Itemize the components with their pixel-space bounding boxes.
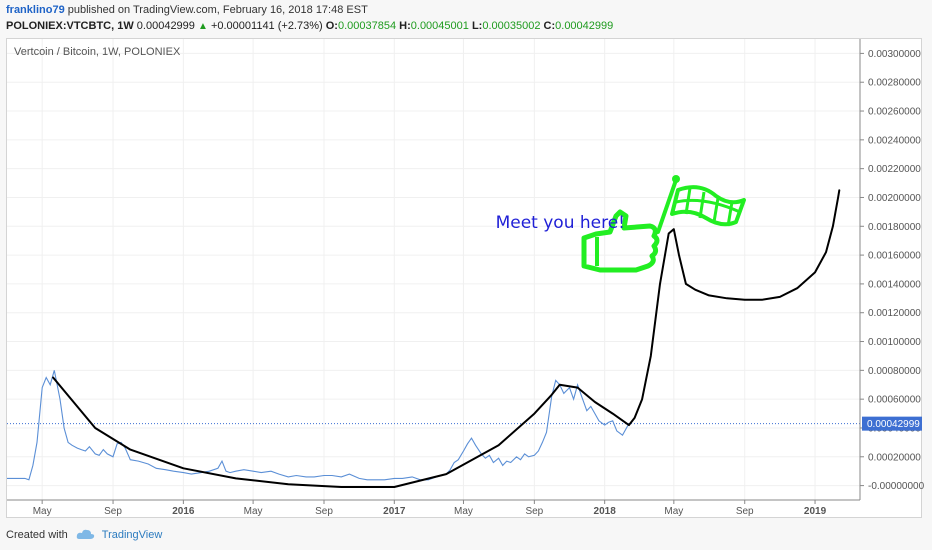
y-tick-label: 0.00260000 [868, 107, 921, 118]
flag-pole [656, 178, 678, 234]
x-tick-label: May [454, 506, 473, 517]
last-value: 0.00042999 [136, 20, 195, 32]
up-arrow-icon: ▲ [197, 21, 208, 32]
published-text: published on TradingView.com, February 1… [67, 4, 368, 16]
open-label: O: [325, 20, 338, 32]
y-tick-label: 0.00140000 [868, 279, 921, 290]
tradingview-logo-text[interactable]: TradingView [101, 529, 163, 541]
y-tick-label: 0.00020000 [868, 452, 921, 463]
low-label: L: [471, 20, 483, 32]
y-tick-label: -0.00000000 [868, 481, 925, 492]
last-price-badge [862, 416, 922, 431]
x-tick-label: 2019 [804, 506, 827, 517]
y-axis: 0.00300000 0.00280000 0.00260000 0.00240000… [859, 39, 925, 500]
chart-title: Vertcoin / Bitcoin, 1W, POLONIEX [14, 46, 181, 58]
x-tick-label: 2018 [594, 506, 617, 517]
close-value: 0.00042999 [555, 20, 614, 32]
y-tick-label: 0.00220000 [868, 164, 921, 175]
publish-info: franklino79 published on TradingView.com… [6, 4, 368, 16]
flag-cloth [670, 185, 746, 227]
flag-checker-lines [675, 187, 741, 227]
y-tick-label: 0.00060000 [868, 395, 921, 406]
x-tick-label: Sep [525, 506, 543, 517]
y-tick-label: 0.00180000 [868, 222, 921, 233]
thumbs-up-drawing [581, 209, 660, 273]
flag-pole-tip [672, 175, 680, 183]
y-tick-label: 0.00120000 [868, 308, 921, 319]
x-tick-label: 2016 [172, 506, 195, 517]
high-label: H: [399, 20, 411, 32]
x-axis: May Sep 2016 May Sep 2017 May Sep 2018 May Sep 2019 [7, 499, 860, 517]
x-tick-label: May [244, 506, 263, 517]
y-tick-label: 0.00100000 [868, 337, 921, 348]
x-tick-label: Sep [315, 506, 333, 517]
high-value: 0.00045001 [410, 20, 469, 32]
drawings-layer [52, 175, 841, 488]
x-tick-label: Sep [736, 506, 754, 517]
x-tick-label: May [33, 506, 52, 517]
created-with-text: Created with [6, 529, 68, 541]
y-tick-label: 0.00300000 [868, 49, 921, 60]
price-series-line [7, 370, 630, 481]
change-value: +0.00001141 (+2.73%) [210, 20, 323, 32]
series-layer [7, 370, 630, 481]
y-tick-label: 0.00160000 [868, 251, 921, 262]
last-price-label: 0.00042999 [867, 419, 920, 430]
author-name[interactable]: franklino79 [6, 4, 65, 16]
y-tick-label: 0.00080000 [868, 366, 921, 377]
projection-curve [52, 189, 841, 488]
symbol-bar: POLONIEX:VTCBTC, 1W 0.00042999 ▲ +0.0000… [6, 20, 613, 32]
annotation-text: Meet you here! [496, 213, 625, 233]
tradingview-cloud-icon [76, 529, 94, 539]
chart-panel [6, 38, 922, 518]
grid-lines [7, 39, 860, 500]
footer: Created with TradingView [6, 528, 162, 542]
symbol-label: POLONIEX:VTCBTC, 1W [6, 20, 134, 32]
x-tick-label: May [664, 506, 683, 517]
open-value: 0.00037854 [337, 20, 397, 32]
y-tick-label: 0.00200000 [868, 193, 921, 204]
close-label: C: [543, 20, 556, 32]
low-value: 0.00035002 [482, 20, 541, 32]
x-tick-label: Sep [104, 506, 122, 517]
x-tick-label: 2017 [383, 506, 406, 517]
y-tick-label: 0.00280000 [868, 78, 921, 89]
y-tick-label: 0.00240000 [868, 135, 921, 146]
annotation-layer: Meet you here! [496, 213, 625, 233]
